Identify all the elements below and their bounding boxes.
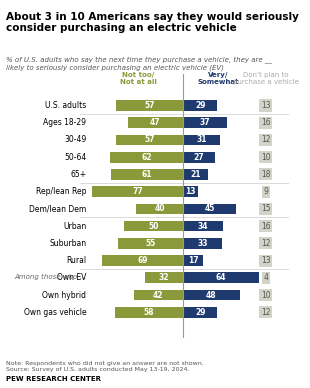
- Text: 16: 16: [261, 222, 270, 230]
- Text: 37: 37: [200, 118, 210, 127]
- Text: 12: 12: [261, 308, 270, 317]
- Text: Note: Respondents who did not give an answer are not shown.
Source: Survey of U.: Note: Respondents who did not give an an…: [6, 361, 204, 372]
- Bar: [124, 221, 183, 231]
- Text: U.S. adults: U.S. adults: [45, 101, 86, 110]
- Text: 69: 69: [137, 256, 148, 265]
- Text: 29: 29: [195, 308, 206, 317]
- Text: 42: 42: [153, 291, 164, 300]
- Bar: [183, 169, 208, 180]
- Text: 40: 40: [154, 204, 165, 213]
- Text: 30-49: 30-49: [64, 135, 86, 144]
- Text: 27: 27: [194, 153, 204, 162]
- Text: 57: 57: [144, 135, 155, 144]
- Bar: [145, 272, 183, 283]
- Bar: [128, 118, 183, 128]
- Text: Own gas vehicle: Own gas vehicle: [24, 308, 86, 317]
- Bar: [136, 204, 183, 214]
- Text: 50-64: 50-64: [64, 153, 86, 162]
- Bar: [115, 307, 183, 318]
- Bar: [102, 255, 183, 266]
- Text: Urban: Urban: [63, 222, 86, 230]
- Text: 65+: 65+: [70, 170, 86, 179]
- Text: Rep/lean Rep: Rep/lean Rep: [36, 187, 86, 196]
- Bar: [183, 290, 240, 300]
- Bar: [183, 118, 227, 128]
- Text: Don’t plan to
purchase a vehicle: Don’t plan to purchase a vehicle: [233, 72, 299, 85]
- Text: Among those who ...: Among those who ...: [14, 274, 86, 281]
- Bar: [183, 204, 236, 214]
- Text: 13: 13: [261, 101, 270, 110]
- Text: 48: 48: [206, 291, 217, 300]
- Text: 17: 17: [188, 256, 198, 265]
- Text: About 3 in 10 Americans say they would seriously
consider purchasing an electric: About 3 in 10 Americans say they would s…: [6, 12, 299, 33]
- Text: 18: 18: [261, 170, 270, 179]
- Text: 4: 4: [263, 273, 268, 282]
- Text: PEW RESEARCH CENTER: PEW RESEARCH CENTER: [6, 376, 101, 382]
- Bar: [183, 307, 217, 318]
- Text: Rural: Rural: [66, 256, 86, 265]
- Bar: [183, 272, 259, 283]
- Text: Dem/lean Dem: Dem/lean Dem: [29, 204, 86, 213]
- Text: 50: 50: [148, 222, 159, 230]
- Text: 64: 64: [215, 273, 226, 282]
- Bar: [116, 100, 183, 111]
- Text: 62: 62: [141, 153, 152, 162]
- Bar: [183, 238, 222, 249]
- Text: % of U.S. adults who say the next time they purchase a vehicle, they are __
like: % of U.S. adults who say the next time t…: [6, 56, 272, 71]
- Text: Suburban: Suburban: [49, 239, 86, 248]
- Text: 45: 45: [204, 204, 215, 213]
- Text: 29: 29: [195, 101, 206, 110]
- Text: 10: 10: [261, 153, 270, 162]
- Bar: [134, 290, 183, 300]
- Text: 55: 55: [145, 239, 156, 248]
- Bar: [183, 255, 203, 266]
- Text: 13: 13: [261, 256, 270, 265]
- Text: Ages 18-29: Ages 18-29: [43, 118, 86, 127]
- Text: 16: 16: [261, 118, 270, 127]
- Text: Own hybrid: Own hybrid: [42, 291, 86, 300]
- Text: 77: 77: [132, 187, 143, 196]
- Bar: [183, 100, 217, 111]
- Bar: [92, 186, 183, 197]
- Text: 58: 58: [144, 308, 154, 317]
- Bar: [111, 169, 183, 180]
- Text: 47: 47: [150, 118, 161, 127]
- Bar: [183, 152, 215, 163]
- Text: 12: 12: [261, 135, 270, 144]
- Bar: [110, 152, 183, 163]
- Text: 9: 9: [263, 187, 268, 196]
- Text: 15: 15: [261, 204, 270, 213]
- Bar: [116, 135, 183, 145]
- Text: Very/
Somewhat: Very/ Somewhat: [198, 72, 239, 85]
- Text: 32: 32: [159, 273, 170, 282]
- Bar: [183, 221, 223, 231]
- Bar: [183, 186, 198, 197]
- Text: 13: 13: [185, 187, 196, 196]
- Text: 34: 34: [198, 222, 208, 230]
- Text: 21: 21: [190, 170, 201, 179]
- Bar: [118, 238, 183, 249]
- Text: Not too/
Not at all: Not too/ Not at all: [120, 72, 157, 85]
- Text: 12: 12: [261, 239, 270, 248]
- Text: 31: 31: [196, 135, 206, 144]
- Text: 57: 57: [144, 101, 155, 110]
- Text: 61: 61: [142, 170, 152, 179]
- Text: Own EV: Own EV: [57, 273, 86, 282]
- Text: 10: 10: [261, 291, 270, 300]
- Text: 33: 33: [197, 239, 208, 248]
- Bar: [183, 135, 219, 145]
